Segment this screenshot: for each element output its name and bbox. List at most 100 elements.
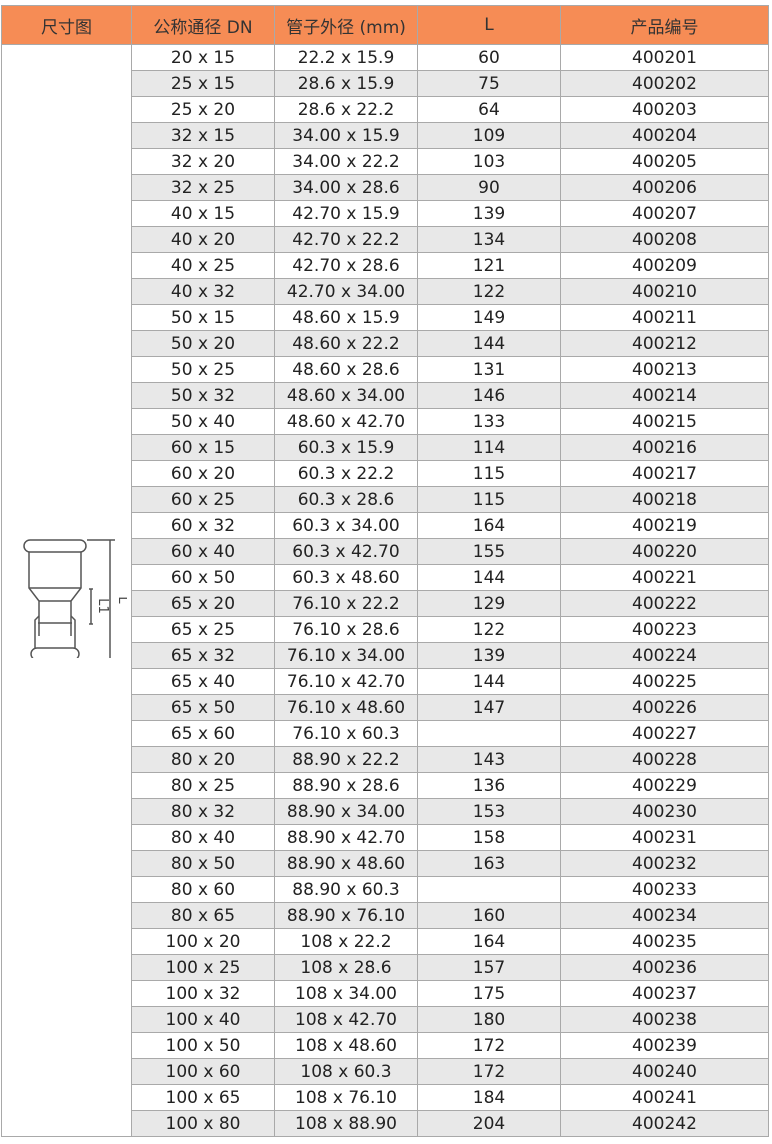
cell-product-code: 400231 xyxy=(560,824,769,851)
table-row: 80 x 32 88.90 x 34.00 153 400230 xyxy=(2,798,769,825)
diagram-label-l: L xyxy=(115,596,127,604)
cell-dn: 80 x 50 xyxy=(131,850,275,877)
cell-length: 155 xyxy=(417,538,561,565)
cell-outer-diameter: 34.00 x 28.6 xyxy=(274,174,418,201)
table-row: 80 x 40 88.90 x 42.70 158 400231 xyxy=(2,824,769,851)
table-row: 60 x 20 60.3 x 22.2 115 400217 xyxy=(2,460,769,487)
cell-outer-diameter: 88.90 x 42.70 xyxy=(274,824,418,851)
cell-outer-diameter: 108 x 48.60 xyxy=(274,1032,418,1059)
table-row: 25 x 15 28.6 x 15.9 75 400202 xyxy=(2,70,769,97)
cell-outer-diameter: 60.3 x 15.9 xyxy=(274,434,418,461)
cell-length: 139 xyxy=(417,200,561,227)
cell-product-code: 400206 xyxy=(560,174,769,201)
cell-outer-diameter: 42.70 x 28.6 xyxy=(274,252,418,279)
cell-length: 172 xyxy=(417,1032,561,1059)
cell-product-code: 400237 xyxy=(560,980,769,1007)
cell-dn: 80 x 25 xyxy=(131,772,275,799)
cell-length xyxy=(417,720,561,747)
cell-dn: 40 x 15 xyxy=(131,200,275,227)
reducer-fitting-diagram-icon: L1 L xyxy=(22,539,130,661)
cell-product-code: 400226 xyxy=(560,694,769,721)
cell-product-code: 400238 xyxy=(560,1006,769,1033)
table-row: 65 x 20 76.10 x 22.2 129 400222 xyxy=(2,590,769,617)
cell-length: 109 xyxy=(417,122,561,149)
cell-product-code: 400202 xyxy=(560,70,769,97)
table-row: 60 x 40 60.3 x 42.70 155 400220 xyxy=(2,538,769,565)
cell-outer-diameter: 60.3 x 42.70 xyxy=(274,538,418,565)
cell-dn: 60 x 32 xyxy=(131,512,275,539)
cell-length: 149 xyxy=(417,304,561,331)
cell-product-code: 400233 xyxy=(560,876,769,903)
cell-length: 157 xyxy=(417,954,561,981)
cell-dn: 40 x 20 xyxy=(131,226,275,253)
cell-outer-diameter: 76.10 x 42.70 xyxy=(274,668,418,695)
cell-dn: 60 x 15 xyxy=(131,434,275,461)
cell-product-code: 400205 xyxy=(560,148,769,175)
cell-outer-diameter: 34.00 x 22.2 xyxy=(274,148,418,175)
cell-product-code: 400236 xyxy=(560,954,769,981)
cell-dn: 65 x 20 xyxy=(131,590,275,617)
cell-length: 139 xyxy=(417,642,561,669)
cell-length: 131 xyxy=(417,356,561,383)
cell-dn: 40 x 32 xyxy=(131,278,275,305)
cell-dn: 100 x 80 xyxy=(131,1110,275,1137)
cell-product-code: 400240 xyxy=(560,1058,769,1085)
cell-dn: 80 x 65 xyxy=(131,902,275,929)
cell-dn: 65 x 60 xyxy=(131,720,275,747)
cell-length: 163 xyxy=(417,850,561,877)
cell-product-code: 400223 xyxy=(560,616,769,643)
cell-dn: 100 x 60 xyxy=(131,1058,275,1085)
table-row: 60 x 25 60.3 x 28.6 115 400218 xyxy=(2,486,769,513)
cell-outer-diameter: 28.6 x 22.2 xyxy=(274,96,418,123)
cell-outer-diameter: 42.70 x 22.2 xyxy=(274,226,418,253)
cell-length: 175 xyxy=(417,980,561,1007)
cell-dn: 60 x 50 xyxy=(131,564,275,591)
cell-dn: 100 x 32 xyxy=(131,980,275,1007)
cell-outer-diameter: 48.60 x 34.00 xyxy=(274,382,418,409)
cell-dn: 50 x 15 xyxy=(131,304,275,331)
table-row: 100 x 80 108 x 88.90 204 400242 xyxy=(2,1110,769,1137)
cell-dn: 65 x 25 xyxy=(131,616,275,643)
table-row: 50 x 40 48.60 x 42.70 133 400215 xyxy=(2,408,769,435)
cell-dn: 32 x 15 xyxy=(131,122,275,149)
cell-outer-diameter: 60.3 x 28.6 xyxy=(274,486,418,513)
cell-length: 146 xyxy=(417,382,561,409)
cell-product-code: 400210 xyxy=(560,278,769,305)
cell-product-code: 400218 xyxy=(560,486,769,513)
cell-dn: 32 x 20 xyxy=(131,148,275,175)
cell-dn: 100 x 40 xyxy=(131,1006,275,1033)
table-row: 100 x 25 108 x 28.6 157 400236 xyxy=(2,954,769,981)
cell-dn: 100 x 65 xyxy=(131,1084,275,1111)
table-row: 40 x 25 42.70 x 28.6 121 400209 xyxy=(2,252,769,279)
table-row: 32 x 25 34.00 x 28.6 90 400206 xyxy=(2,174,769,201)
header-dn: 公称通径 DN xyxy=(131,5,275,45)
cell-dn: 25 x 15 xyxy=(131,70,275,97)
table-row: 32 x 20 34.00 x 22.2 103 400205 xyxy=(2,148,769,175)
cell-product-code: 400201 xyxy=(560,44,769,71)
cell-product-code: 400209 xyxy=(560,252,769,279)
cell-length: 121 xyxy=(417,252,561,279)
cell-outer-diameter: 22.2 x 15.9 xyxy=(274,44,418,71)
table-row: 80 x 65 88.90 x 76.10 160 400234 xyxy=(2,902,769,929)
cell-length: 158 xyxy=(417,824,561,851)
cell-dn: 32 x 25 xyxy=(131,174,275,201)
cell-length: 133 xyxy=(417,408,561,435)
cell-outer-diameter: 88.90 x 60.3 xyxy=(274,876,418,903)
cell-outer-diameter: 108 x 76.10 xyxy=(274,1084,418,1111)
cell-product-code: 400212 xyxy=(560,330,769,357)
cell-outer-diameter: 88.90 x 28.6 xyxy=(274,772,418,799)
diagram-label-l1: L1 xyxy=(95,598,110,614)
cell-length: 129 xyxy=(417,590,561,617)
cell-length: 153 xyxy=(417,798,561,825)
cell-length: 147 xyxy=(417,694,561,721)
cell-outer-diameter: 88.90 x 22.2 xyxy=(274,746,418,773)
cell-outer-diameter: 48.60 x 28.6 xyxy=(274,356,418,383)
table-row: 80 x 60 88.90 x 60.3 400233 xyxy=(2,876,769,903)
cell-length: 164 xyxy=(417,928,561,955)
cell-length: 122 xyxy=(417,616,561,643)
cell-outer-diameter: 88.90 x 76.10 xyxy=(274,902,418,929)
cell-product-code: 400235 xyxy=(560,928,769,955)
cell-dn: 65 x 40 xyxy=(131,668,275,695)
cell-product-code: 400208 xyxy=(560,226,769,253)
cell-dn: 80 x 32 xyxy=(131,798,275,825)
